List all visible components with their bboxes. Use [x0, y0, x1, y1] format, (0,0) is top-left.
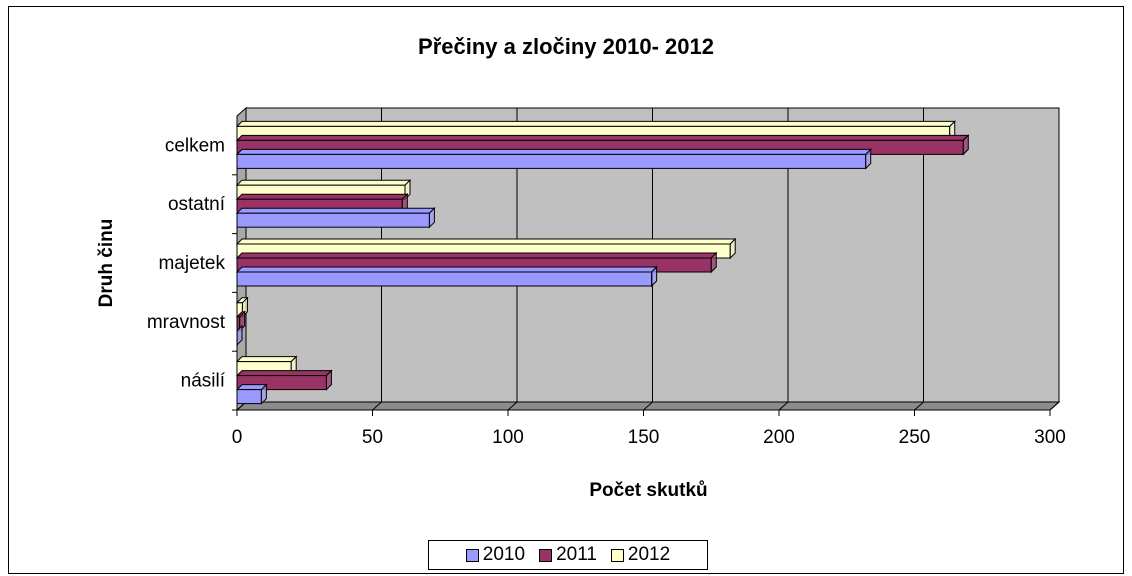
bar	[236, 389, 262, 405]
legend-swatch-2011	[539, 548, 553, 562]
bar-end-face	[651, 265, 658, 288]
bar-end-face	[239, 310, 246, 333]
x-tick-label: 100	[492, 427, 524, 448]
x-tick-label: 150	[628, 427, 660, 448]
y-tick-label: ostatní	[168, 194, 226, 215]
x-tick-label: 0	[232, 427, 243, 448]
bar-end-face	[729, 237, 736, 260]
chart-legend: 2010 2011 2012	[428, 540, 708, 570]
y-tick-label: majetek	[158, 253, 225, 274]
x-tick-label: 300	[1034, 427, 1066, 448]
x-axis-label: Počet skutků	[589, 480, 707, 501]
y-axis-label: Druh činu	[96, 219, 117, 308]
y-tick-label: násilí	[181, 371, 226, 392]
x-tick-label: 200	[763, 427, 795, 448]
bar-top-face	[235, 356, 298, 363]
bar	[236, 212, 430, 228]
x-tick-label: 50	[362, 427, 383, 448]
bar-top-face	[235, 120, 956, 127]
bar-end-face	[865, 148, 872, 170]
bar-end-face	[710, 251, 717, 274]
bar	[236, 271, 653, 287]
bar-end-face	[325, 369, 332, 391]
y-tick-label: mravnost	[147, 312, 226, 333]
floor-gridline	[372, 401, 382, 411]
floor-gridline	[914, 401, 924, 411]
bar-end-face	[428, 206, 435, 229]
legend-item-2012: 2012	[610, 544, 671, 566]
floor-gridline	[1049, 401, 1060, 411]
floor-gridline	[507, 401, 518, 411]
legend-swatch-2010	[465, 548, 479, 562]
legend-label-2012: 2012	[627, 544, 671, 565]
bar-top-face	[235, 207, 436, 214]
bar-top-face	[235, 370, 333, 377]
floor-gridline	[643, 401, 653, 411]
legend-label-2011: 2011	[556, 544, 597, 565]
y-tick-label: celkem	[165, 135, 225, 156]
bar-top-face	[235, 238, 737, 245]
x-tick-label: 250	[899, 427, 931, 448]
bar-top-face	[235, 252, 718, 259]
legend-item-2011: 2011	[539, 544, 597, 566]
legend-label-2010: 2010	[482, 544, 526, 565]
bar	[236, 153, 867, 169]
bar-top-face	[235, 266, 658, 273]
floor-gridline	[778, 401, 789, 411]
legend-item-2010: 2010	[465, 544, 526, 566]
bar-end-face	[236, 324, 243, 347]
bar-top-face	[235, 134, 970, 141]
bar-top-face	[235, 193, 409, 200]
chart-title: Přečiny a zločiny 2010- 2012	[418, 34, 714, 59]
bar-top-face	[235, 179, 412, 186]
bar-top-face	[235, 148, 872, 155]
bar-end-face	[962, 134, 969, 156]
bar-end-face	[260, 383, 267, 405]
legend-swatch-2012	[610, 548, 624, 562]
